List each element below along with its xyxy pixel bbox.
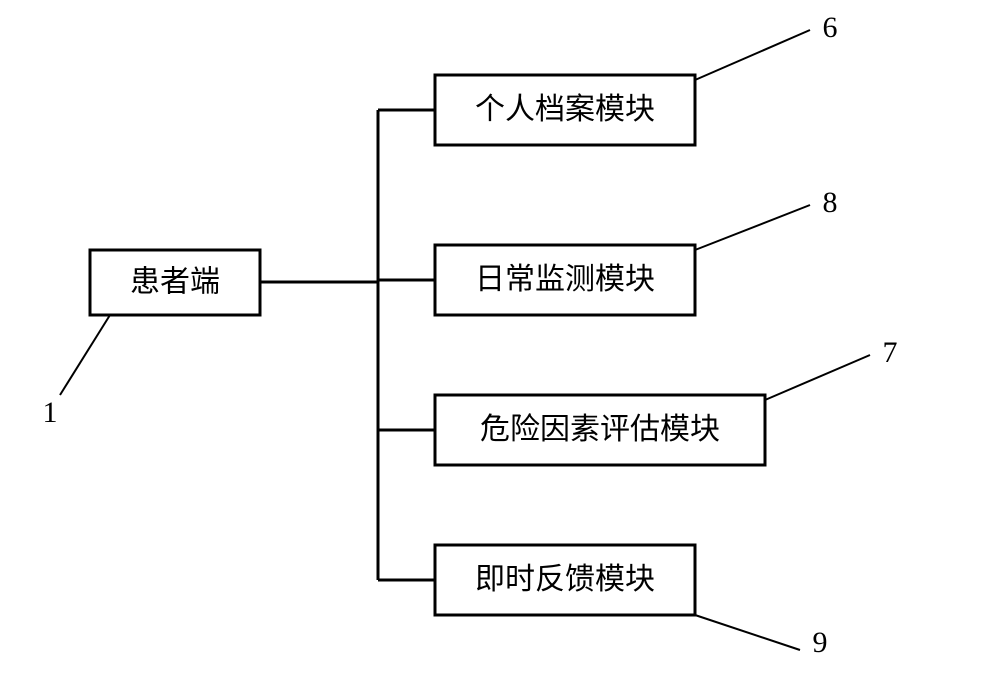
root-label: 患者端 [130,265,220,298]
instant-feedback-module-callout-line [695,615,800,650]
risk-factor-assessment-module-callout-num: 7 [883,336,898,369]
daily-monitoring-module-callout-num: 8 [823,186,838,219]
root-callout-num: 1 [43,396,58,429]
instant-feedback-module-callout-num: 9 [813,626,828,659]
diagram-canvas: 患者端 1 个人档案模块 6 日常监测模块 8 危险因素评估模块 7 即时反馈模块 9 [0,0,1000,674]
personal-archive-module-callout-line [695,30,810,80]
daily-monitoring-module-callout-line [695,205,810,250]
instant-feedback-module-label: 即时反馈模块 [475,563,655,596]
root-callout-line [60,315,110,395]
personal-archive-module-callout-num: 6 [823,11,838,44]
risk-factor-assessment-module-callout-line [765,355,870,400]
personal-archive-module-label: 个人档案模块 [475,93,655,126]
daily-monitoring-module-label: 日常监测模块 [475,263,655,296]
risk-factor-assessment-module-label: 危险因素评估模块 [480,413,720,446]
children-group: 个人档案模块 6 日常监测模块 8 危险因素评估模块 7 即时反馈模块 9 [378,11,898,659]
